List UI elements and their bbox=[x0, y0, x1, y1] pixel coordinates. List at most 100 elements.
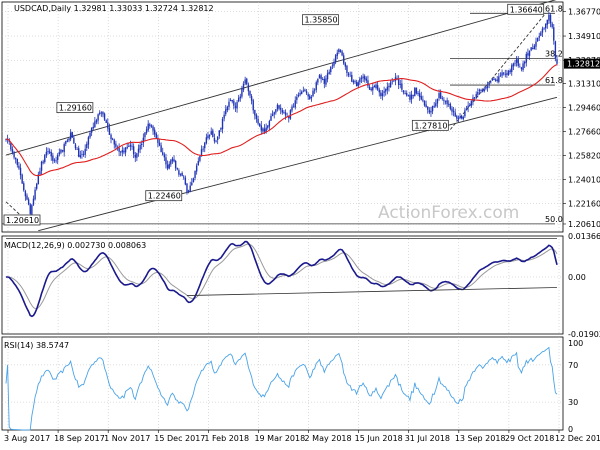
x-tick-label: 15 Dec 2017 bbox=[154, 434, 205, 443]
candle-body bbox=[493, 78, 495, 80]
candle-body bbox=[81, 153, 83, 155]
candle-body bbox=[551, 23, 553, 28]
candle-body bbox=[459, 116, 461, 119]
candle-body bbox=[262, 128, 264, 132]
candle-body bbox=[258, 123, 261, 126]
candle-body bbox=[288, 116, 290, 119]
candle-body bbox=[420, 96, 422, 100]
candle-body bbox=[19, 167, 22, 176]
rsi-tick-label: 0 bbox=[568, 425, 573, 434]
candle-body bbox=[113, 139, 115, 145]
candle-body bbox=[55, 160, 57, 162]
candle-body bbox=[515, 59, 518, 63]
candle-body bbox=[181, 172, 183, 177]
candle-body bbox=[410, 94, 413, 100]
candle-body bbox=[452, 110, 455, 113]
candle-body bbox=[24, 191, 27, 197]
candle-body bbox=[391, 81, 393, 83]
price-panel: 61.8 38.2 61.8 50.0 1.36640 1.35850 1.29160 1.2… bbox=[2, 0, 563, 232]
candle-body bbox=[186, 183, 188, 193]
candle-body bbox=[147, 123, 149, 131]
candle-body bbox=[171, 158, 174, 162]
candle-body bbox=[519, 66, 521, 68]
candle-body bbox=[110, 134, 112, 140]
candle-body bbox=[23, 183, 25, 191]
candle-body bbox=[499, 75, 502, 77]
candle-body bbox=[313, 89, 316, 91]
candle-body bbox=[475, 94, 477, 97]
annotation-text: 1.29160 bbox=[59, 104, 92, 113]
candle-body bbox=[107, 122, 109, 129]
candle-body bbox=[13, 152, 15, 158]
candle-body bbox=[412, 95, 414, 96]
candle-body bbox=[108, 127, 111, 135]
candle-body bbox=[415, 87, 418, 94]
candle-body bbox=[409, 94, 411, 100]
candle-body bbox=[132, 146, 135, 155]
candle-body bbox=[496, 79, 498, 81]
axes: 1.367701.349101.330701.313101.294601.276… bbox=[4, 8, 600, 443]
candle-body bbox=[95, 120, 98, 123]
candle-body bbox=[556, 59, 558, 64]
candle-body bbox=[273, 112, 275, 115]
y-tick-label: 1.31310 bbox=[568, 79, 600, 88]
candle-body bbox=[163, 154, 166, 158]
macd-tick-label: -0.019021 bbox=[568, 330, 600, 339]
candle-body bbox=[241, 88, 243, 97]
candle-body bbox=[250, 96, 253, 101]
candle-body bbox=[150, 125, 153, 127]
candle-body bbox=[229, 99, 232, 102]
macd-line bbox=[6, 240, 558, 318]
fib-label: 38.2 bbox=[545, 49, 563, 58]
x-tick-label: 29 Oct 2018 bbox=[505, 434, 554, 443]
candle-body bbox=[507, 71, 510, 75]
candle-body bbox=[65, 141, 67, 144]
candle-body bbox=[228, 101, 230, 108]
candle-body bbox=[216, 136, 219, 141]
candle-body bbox=[68, 138, 70, 141]
candle-body bbox=[299, 93, 301, 95]
candle-body bbox=[431, 106, 434, 112]
candle-body bbox=[94, 121, 96, 128]
candle-body bbox=[309, 95, 311, 100]
candle-body bbox=[501, 72, 503, 76]
candle-body bbox=[385, 89, 387, 92]
candle-body bbox=[322, 79, 324, 80]
candle-body bbox=[543, 27, 545, 29]
candle-body bbox=[207, 135, 209, 139]
candle-body bbox=[291, 106, 293, 111]
y-tick-label: 1.34910 bbox=[568, 32, 600, 41]
price-annotation: 1.27810 bbox=[411, 119, 449, 131]
candle-body bbox=[84, 148, 86, 155]
candle-body bbox=[478, 89, 481, 92]
price-annotation: 1.20610 bbox=[3, 214, 41, 226]
candle-body bbox=[124, 147, 127, 153]
candle-body bbox=[202, 148, 204, 150]
macd-frame bbox=[1, 235, 564, 335]
candle-body bbox=[271, 114, 274, 117]
candle-body bbox=[546, 19, 549, 25]
candle-body bbox=[260, 125, 263, 131]
candle-body bbox=[137, 148, 140, 153]
candle-body bbox=[488, 82, 490, 86]
candle-body bbox=[304, 89, 306, 92]
candle-body bbox=[192, 178, 195, 182]
x-tick-label: 12 Dec 2018 bbox=[555, 434, 600, 443]
candle-body bbox=[144, 132, 146, 138]
candle-body bbox=[433, 105, 435, 107]
candle-body bbox=[548, 14, 550, 21]
candle-body bbox=[270, 115, 272, 121]
price-annotation: 1.36640 bbox=[507, 3, 545, 15]
candle-body bbox=[462, 117, 464, 120]
candle-body bbox=[58, 152, 61, 155]
candle-body bbox=[509, 70, 511, 73]
candle-body bbox=[200, 149, 203, 157]
candle-body bbox=[131, 145, 133, 147]
candle-body bbox=[532, 48, 534, 50]
candle-body bbox=[399, 83, 401, 85]
candle-body bbox=[376, 85, 379, 90]
price-annotation: 1.22460 bbox=[145, 190, 183, 202]
candle-body bbox=[115, 143, 117, 147]
candle-body bbox=[347, 73, 350, 76]
candle-body bbox=[39, 171, 41, 175]
